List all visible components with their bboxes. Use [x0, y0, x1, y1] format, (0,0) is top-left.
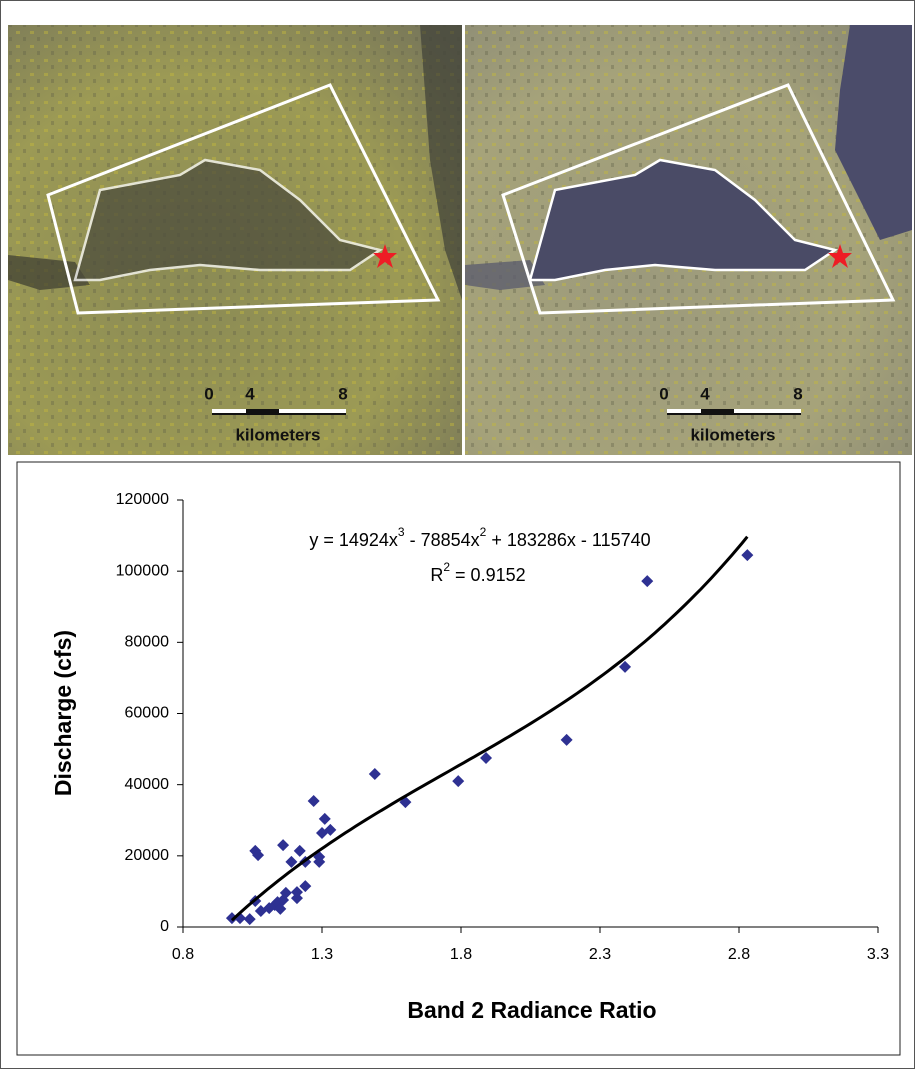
scale-unit: kilometers — [690, 425, 775, 444]
data-point — [741, 549, 754, 562]
y-tick-label: 20000 — [125, 847, 170, 864]
data-point — [368, 767, 381, 780]
trend-equation: y = 14924x3 - 78854x2 + 183286x - 115740 — [309, 525, 650, 550]
r-squared-part: R — [430, 565, 443, 585]
r-squared-part: = 0.9152 — [450, 565, 526, 585]
data-point — [290, 892, 303, 905]
x-tick-label: 1.8 — [450, 946, 472, 963]
y-tick-label: 0 — [160, 918, 169, 935]
scale-tick: 8 — [338, 384, 347, 403]
y-tick-label: 60000 — [125, 705, 170, 722]
equation-part: - 78854x — [405, 530, 480, 550]
data-point — [225, 912, 238, 925]
equation-part: + 183286x - 115740 — [486, 530, 650, 550]
data-point — [252, 849, 265, 862]
x-tick-label: 2.3 — [589, 946, 611, 963]
y-tick-label: 100000 — [116, 562, 169, 579]
data-point — [285, 855, 298, 868]
scale-tick: 0 — [659, 384, 668, 403]
data-point — [641, 575, 654, 588]
y-tick-label: 120000 — [116, 491, 169, 508]
data-point — [560, 733, 573, 746]
data-point — [277, 839, 290, 852]
data-point — [293, 844, 306, 857]
chart-frame — [16, 461, 901, 1056]
scale-tick: 4 — [700, 384, 710, 403]
r-squared: R2 = 0.9152 — [430, 560, 525, 585]
scale-tick: 8 — [793, 384, 802, 403]
data-point — [480, 751, 493, 764]
scale-unit: kilometers — [235, 425, 320, 444]
satellite-panel: 0 4 8 kilometers — [465, 25, 912, 455]
trendline — [230, 535, 749, 922]
data-point — [274, 902, 287, 915]
x-tick-label: 0.8 — [172, 946, 194, 963]
data-point — [243, 913, 256, 926]
y-tick-label: 40000 — [125, 776, 170, 793]
x-tick-label: 3.3 — [867, 946, 889, 963]
y-axis-label: Discharge (cfs) — [50, 630, 76, 796]
data-point — [619, 660, 632, 673]
data-point — [452, 775, 465, 788]
data-point — [318, 812, 331, 825]
x-axis-label: Band 2 Radiance Ratio — [407, 997, 656, 1023]
data-point — [299, 880, 312, 893]
scale-tick: 0 — [204, 384, 213, 403]
scale-tick: 4 — [245, 384, 255, 403]
data-point — [279, 886, 292, 899]
data-point — [307, 795, 320, 808]
y-tick-label: 80000 — [125, 634, 170, 651]
equation-part: 3 — [398, 525, 405, 539]
data-point — [290, 886, 303, 899]
x-tick-label: 1.3 — [311, 946, 333, 963]
equation-part: 2 — [480, 525, 487, 539]
r-squared-part: 2 — [443, 560, 450, 574]
data-point — [324, 823, 337, 836]
satellite-panel: 0 4 8 kilometers — [8, 25, 462, 455]
equation-part: y = 14924x — [309, 530, 398, 550]
x-tick-label: 2.8 — [728, 946, 750, 963]
